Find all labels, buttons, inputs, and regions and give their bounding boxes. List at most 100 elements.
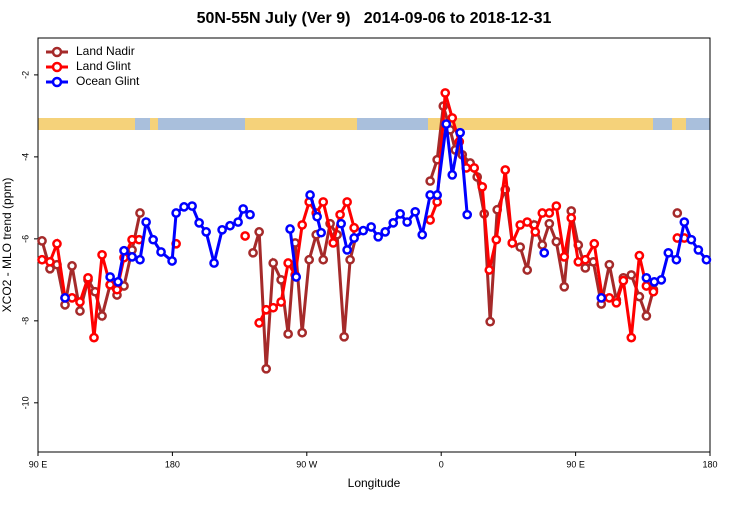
data-point [283,258,293,268]
data-point [566,213,577,223]
data-point [417,229,428,240]
data-point [297,327,308,338]
data-point [342,197,352,207]
data-point [522,217,533,227]
data-point [604,293,615,303]
data-point [485,316,496,327]
data-point [201,227,211,237]
data-point [462,209,473,220]
series-line [41,92,685,338]
data-point [373,231,384,242]
data-point [441,119,452,129]
x-tick-label: 0 [439,459,444,469]
legend-marker [51,46,63,58]
data-point [167,256,177,266]
data-point [37,254,47,265]
data-point [67,261,77,271]
data-point [544,208,555,218]
data-point [611,297,622,308]
data-point [105,272,115,282]
data-point [135,254,145,265]
data-point [335,209,345,220]
data-point [432,190,443,200]
data-point [245,209,255,220]
data-point [447,113,458,123]
data-point [491,234,502,245]
data-point [551,201,562,211]
data-point [148,234,158,245]
data-point [75,297,85,307]
legend-marker [51,76,63,88]
data-point [276,297,286,307]
x-tick-label: 90 E [566,459,585,469]
y-tick-label: -6 [20,235,30,243]
data-point [530,227,541,237]
y-tick-label: -8 [20,317,30,325]
data-point [318,254,329,265]
data-point [105,279,115,290]
data-point [254,227,265,237]
series-line [109,123,708,285]
data-point [618,275,629,286]
data-point [248,247,258,258]
data-point [648,286,659,297]
data-point [410,206,421,217]
data-point [97,311,107,321]
data-point [388,218,399,228]
data-point [194,218,204,228]
data-point [268,302,279,313]
data-point [217,224,227,235]
data-point [336,218,346,229]
data-point [233,217,243,227]
data-point [477,181,488,192]
data-point [469,163,480,173]
data-point [626,270,637,280]
data-point [112,284,122,295]
data-point [179,202,189,212]
data-point [679,217,690,227]
data-point [395,208,405,219]
data-point [187,201,197,211]
legend-marker [51,61,63,73]
data-point [283,329,293,339]
legend-label: Land Glint [76,59,131,73]
data-point [686,234,697,245]
data-point [297,220,308,230]
data-point [425,215,435,225]
x-tick-label: 180 [702,459,717,469]
data-point [113,277,123,287]
x-tick-label: 90 W [296,459,318,469]
data-point [119,245,129,256]
y-tick-label: -10 [20,396,30,409]
data-point [559,252,570,262]
data-point [626,332,637,343]
y-tick-label: -4 [20,153,30,161]
data-point [358,225,369,236]
land-band [428,118,653,130]
data-point [656,274,667,285]
data-point [45,256,55,267]
data-point [349,233,359,243]
data-point [559,281,570,292]
data-point [551,236,562,247]
land-band [672,118,686,130]
data-point [37,236,47,246]
data-point [641,311,652,321]
data-point [97,249,107,260]
data-point [268,258,279,268]
data-point [318,197,329,207]
data-point [254,318,265,328]
data-point [345,254,355,265]
data-point [455,127,466,138]
data-point [156,247,166,257]
data-point [484,265,495,275]
data-point [380,227,391,237]
data-point [641,281,652,291]
data-point [701,254,712,265]
data-point [52,238,62,249]
data-point [240,231,250,241]
legend-label: Ocean Glint [76,74,140,88]
data-point [339,331,349,342]
data-point [507,238,518,248]
